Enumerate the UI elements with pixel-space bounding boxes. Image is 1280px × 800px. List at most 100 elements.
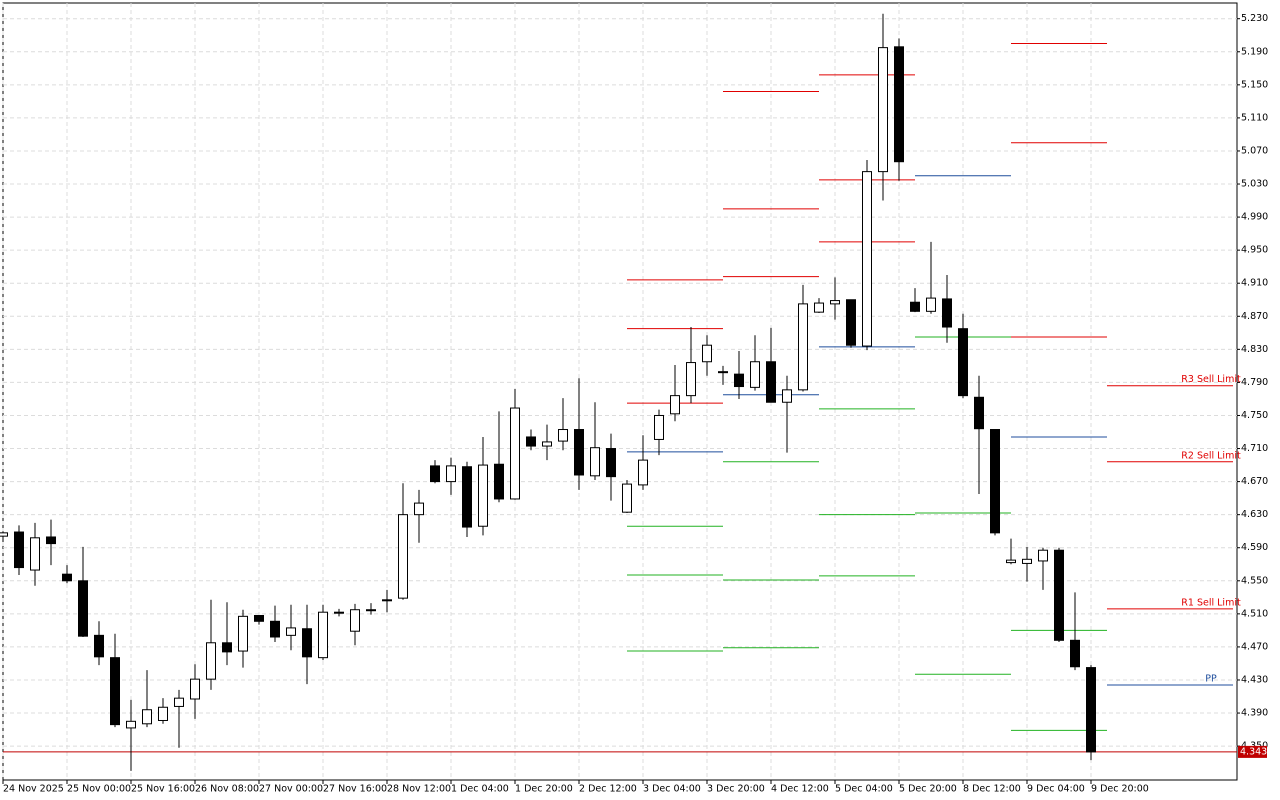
y-tick-label: 5.030 [1241,179,1268,190]
x-tick-label: 28 Nov 12:00 [387,784,451,795]
candle-body [494,463,504,500]
candle-body [158,706,168,721]
candle-body [942,298,952,328]
candle-body [254,615,264,622]
candle-body [270,620,280,638]
y-tick-label: 4.990 [1241,212,1268,223]
plot-frame [2,2,1238,781]
candle-body [558,429,568,442]
candle-body [1070,639,1080,668]
x-tick-label: 25 Nov 00:00 [67,784,131,795]
candle-body [30,537,40,571]
y-tick-label: 4.430 [1241,674,1268,685]
last-price-label: 4.343 [1240,746,1267,757]
candle-body [878,47,888,173]
y-tick-label: 4.950 [1241,245,1268,256]
candle-body [734,373,744,388]
y-tick-label: 4.750 [1241,410,1268,421]
candle-body [46,536,56,545]
y-tick-label: 5.110 [1241,112,1268,123]
candle-body [798,303,808,391]
candle-body [814,302,824,313]
y-tick-label: 4.830 [1241,344,1268,355]
candle-body [94,634,104,658]
candle-body [318,611,328,659]
candle-body [894,46,904,163]
candle-body [78,580,88,637]
candle-body [462,466,472,528]
candle-body [606,448,616,478]
candle-body [286,627,296,636]
x-tick-label: 2 Dec 12:00 [579,784,637,795]
order-label: R1 Sell Limit [1181,597,1241,608]
x-tick-label: 3 Dec 20:00 [707,784,765,795]
y-tick-label: 4.870 [1241,311,1268,322]
candle-body [1022,558,1032,564]
candle-body [830,300,840,305]
candle-body [718,371,728,374]
y-tick-label: 4.630 [1241,509,1268,520]
candle-body [958,328,968,397]
candle-body [206,642,216,680]
x-tick-label: 5 Dec 04:00 [835,784,893,795]
candle-body [1038,549,1048,562]
x-tick-label: 25 Nov 16:00 [131,784,195,795]
x-tick-label: 24 Nov 2025 [3,784,64,795]
y-tick-label: 4.710 [1241,443,1268,454]
candle-body [110,657,120,726]
candle-body [750,361,760,388]
candle-body [302,628,312,658]
candle-body [14,531,24,569]
x-tick-label: 9 Dec 20:00 [1091,784,1149,795]
y-tick-label: 5.150 [1241,79,1268,90]
candle-body [1054,549,1064,641]
candle-body [382,599,392,602]
candle-body [766,361,776,403]
order-label: R2 Sell Limit [1181,450,1241,461]
candle-body [366,609,376,612]
last-price-marker [1238,745,1267,758]
candle-body [142,709,152,725]
y-tick-label: 4.550 [1241,575,1268,586]
candle-body [542,441,552,447]
candle-body [654,414,664,440]
candle-body [990,429,1000,534]
candle-body [398,514,408,599]
candle-body [510,407,520,500]
x-tick-label: 4 Dec 12:00 [771,784,829,795]
candle-body [574,429,584,476]
candle-body [446,465,456,483]
y-tick-label: 4.910 [1241,278,1268,289]
candle-body [1006,559,1016,564]
candle-body [414,502,424,516]
candle-body [686,362,696,397]
x-tick-label: 8 Dec 12:00 [963,784,1021,795]
order-label: R3 Sell Limit [1181,374,1241,385]
x-tick-label: 9 Dec 04:00 [1027,784,1085,795]
y-tick-label: 4.470 [1241,641,1268,652]
y-tick-label: 5.070 [1241,145,1268,156]
candle-body [782,389,792,403]
candle-body [862,171,872,347]
x-tick-label: 27 Nov 00:00 [259,784,323,795]
candle-body [430,465,440,483]
candle-body [590,447,600,477]
x-tick-label: 26 Nov 08:00 [195,784,259,795]
candle-body [1086,667,1096,753]
x-tick-label: 3 Dec 04:00 [643,784,701,795]
candle-body [702,344,712,363]
candle-body [62,573,72,582]
y-tick-label: 5.190 [1241,46,1268,57]
candle-body [478,464,488,527]
y-tick-label: 4.590 [1241,542,1268,553]
candle-body [126,720,136,729]
y-tick-label: 5.230 [1241,13,1268,24]
candle-body [638,459,648,486]
x-tick-label: 5 Dec 20:00 [899,784,957,795]
candle-body [926,297,936,312]
candle-body [238,615,248,652]
candle-body [526,436,536,447]
y-tick-label: 4.510 [1241,608,1268,619]
candle-body [910,301,920,312]
